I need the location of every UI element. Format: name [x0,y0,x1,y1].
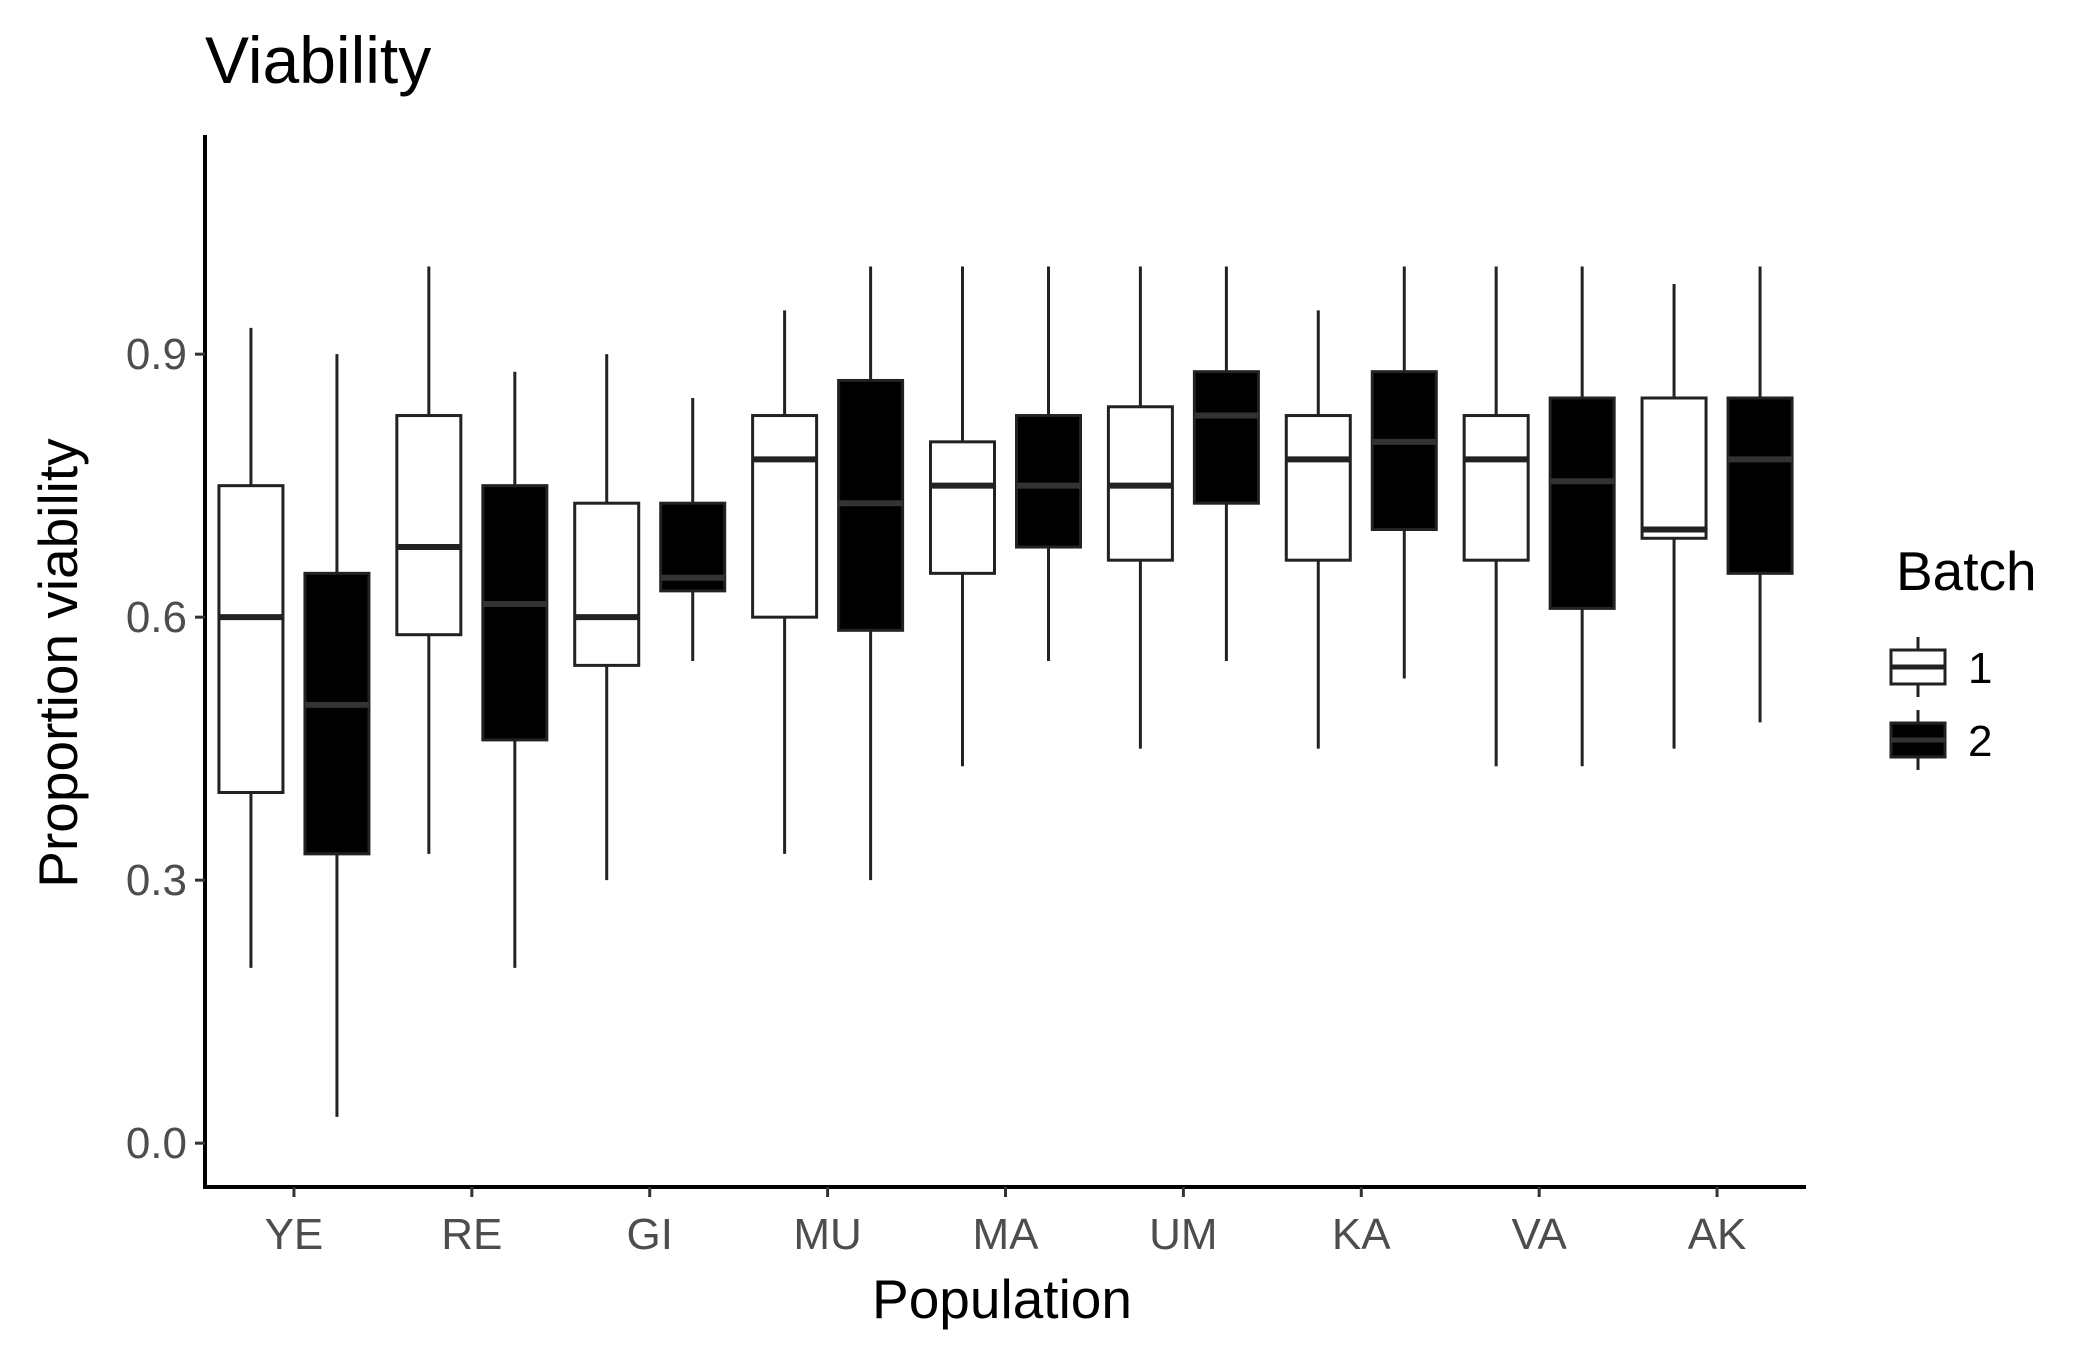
box-ma-batch-1 [929,266,996,767]
legend-entry-1: 1 [1889,637,1992,697]
box-ma-batch-2 [1015,266,1082,661]
legend-label: 1 [1968,644,1992,693]
box-body [217,484,285,794]
x-axis-title: Population [872,1268,1132,1330]
box-gi-batch-2 [659,398,727,661]
box-body [751,414,819,619]
x-tick-label: AK [1688,1210,1747,1259]
x-tick-label: RE [441,1210,502,1259]
legend-title: Batch [1896,540,2037,602]
box-body [1370,370,1438,532]
box-va-batch-2 [1548,266,1616,767]
x-tick-label: UM [1149,1210,1217,1259]
y-tick-label: 0.6 [126,593,187,642]
box-gi-batch-1 [573,354,641,881]
x-tick-label: VA [1511,1210,1567,1259]
y-axis-title: Proportion viability [27,438,89,888]
plot-area [217,266,1794,1117]
box-um-batch-1 [1106,266,1174,749]
box-ak-batch-2 [1726,266,1794,723]
x-tick-label: MU [793,1210,861,1259]
box-body [1640,396,1708,540]
box-re-batch-1 [395,266,463,854]
legend-entry-2: 2 [1889,710,1992,770]
box-ak-batch-1 [1640,284,1708,749]
box-body [1726,396,1794,575]
y-tick-label: 0.9 [126,330,187,379]
x-tick-label: MA [973,1210,1040,1259]
box-body [929,440,996,575]
box-body [1284,414,1352,562]
legend: Batch 12 [1889,540,2037,770]
x-tick-label: GI [626,1210,672,1259]
box-body [303,571,371,856]
chart-title: Viability [205,23,431,97]
box-ye-batch-1 [217,327,285,968]
y-tick-label: 0.3 [126,856,187,905]
x-tick-label: KA [1332,1210,1391,1259]
box-body [1548,396,1616,610]
legend-items: 12 [1889,637,1992,770]
box-body [573,501,641,667]
box-body [395,414,463,637]
legend-label: 2 [1968,717,1992,766]
box-body [1192,370,1260,505]
box-mu-batch-2 [837,266,905,881]
box-body [1015,414,1082,549]
box-um-batch-2 [1192,266,1260,661]
box-re-batch-2 [481,371,549,968]
box-ka-batch-1 [1284,310,1352,749]
box-ye-batch-2 [303,354,371,1117]
y-tick-label: 0.0 [126,1119,187,1168]
x-tick-label: YE [265,1210,324,1259]
axes: 0.0 0.3 0.6 0.9 YE RE GI MU MA UM KA VA AK [126,135,1806,1259]
box-body [481,484,549,742]
box-mu-batch-1 [751,310,819,854]
box-body [1462,414,1530,562]
box-va-batch-1 [1462,266,1530,767]
box-ka-batch-2 [1370,266,1438,679]
